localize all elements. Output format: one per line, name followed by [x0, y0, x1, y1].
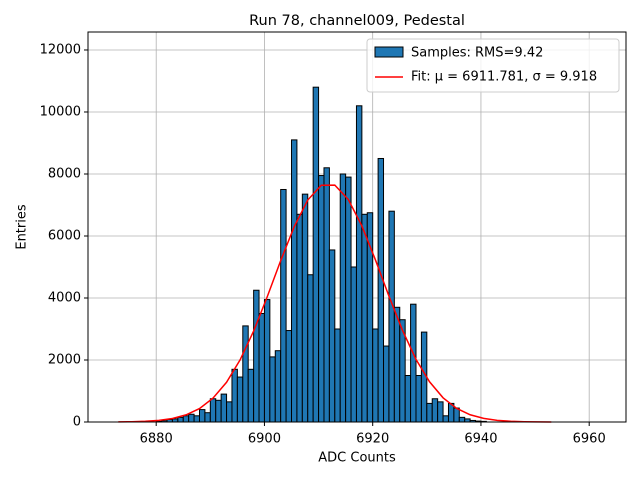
axis-labels: 6880 6900 6920 6940 6960 0 2000 4000 6000 8000 100… — [40, 42, 606, 446]
bar — [442, 415, 449, 423]
bar — [188, 413, 195, 423]
y-tick-label: 10000 — [40, 104, 81, 119]
y-tick-label: 12000 — [40, 42, 81, 57]
bar — [231, 368, 238, 423]
axes-frame — [87, 31, 627, 423]
x-axis-label: ADC Counts — [318, 451, 396, 466]
y-tick-label: 2000 — [48, 352, 81, 367]
bar — [204, 412, 211, 423]
bar — [177, 416, 184, 423]
bar — [339, 173, 347, 423]
bar — [361, 213, 368, 423]
x-tick-label: 6960 — [573, 432, 606, 447]
legend-label: Fit: μ = 6911.781, σ = 9.918 — [411, 70, 597, 85]
x-tick-label: 6880 — [140, 432, 173, 447]
bar — [350, 266, 357, 423]
bar — [377, 157, 385, 423]
bar — [366, 212, 374, 423]
bar — [198, 409, 206, 423]
bar — [291, 139, 298, 423]
bar — [323, 167, 330, 423]
bar — [247, 368, 255, 423]
bar — [242, 325, 249, 423]
bar — [220, 393, 228, 423]
bar — [236, 376, 244, 423]
bar — [437, 401, 444, 423]
bar — [431, 398, 439, 423]
bar — [193, 415, 200, 423]
bar — [458, 416, 466, 423]
bar — [453, 407, 460, 423]
bar — [280, 188, 287, 423]
y-tick-label: 0 — [73, 415, 81, 430]
plot-area — [118, 86, 552, 423]
bar — [383, 345, 390, 423]
bar — [285, 330, 293, 423]
bar — [388, 210, 395, 423]
bar — [334, 328, 341, 423]
bar — [182, 415, 190, 423]
x-tick-label: 6900 — [248, 432, 281, 447]
bar — [226, 401, 233, 423]
bar — [258, 312, 265, 423]
bar — [328, 249, 336, 423]
x-tick-label: 6920 — [356, 432, 389, 447]
bar — [274, 350, 282, 423]
y-tick-label: 8000 — [48, 166, 81, 181]
bar — [209, 398, 217, 423]
bar — [415, 374, 422, 423]
bar — [404, 374, 412, 423]
x-tick-label: 6940 — [464, 432, 497, 447]
legend-label: Samples: RMS=9.42 — [411, 46, 543, 61]
bar — [307, 274, 314, 423]
bar — [410, 303, 417, 423]
bar — [318, 175, 325, 423]
bar — [301, 193, 309, 423]
bar — [215, 399, 222, 423]
y-tick-label: 6000 — [48, 228, 81, 243]
bar — [345, 176, 352, 423]
bar — [393, 306, 401, 423]
bar — [296, 213, 303, 423]
bar — [312, 86, 320, 423]
bar — [269, 356, 276, 423]
bar — [355, 105, 363, 423]
bar — [263, 299, 271, 423]
chart-title: Run 78, channel009, Pedestal — [249, 13, 465, 29]
y-axis-label: Entries — [15, 204, 30, 250]
bar — [426, 402, 433, 423]
legend-swatch — [374, 46, 404, 58]
bar — [253, 289, 260, 423]
fit-line — [118, 184, 552, 423]
legend: Samples: RMS=9.42 Fit: μ = 6911.781, σ = … — [366, 38, 620, 93]
y-tick-label: 4000 — [48, 290, 81, 305]
bar — [372, 328, 379, 423]
legend-box — [366, 38, 620, 93]
